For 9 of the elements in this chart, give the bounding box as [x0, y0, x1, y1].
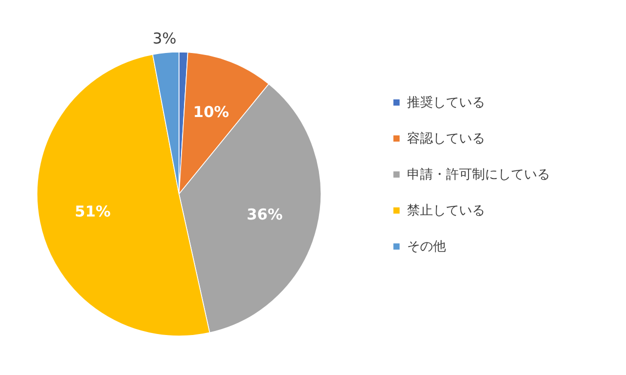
legend-label: その他 — [407, 240, 446, 254]
data-label: 10% — [193, 103, 230, 122]
data-label: 51% — [74, 202, 111, 221]
legend-label: 申請・許可制にしている — [407, 168, 550, 182]
data-label: 36% — [246, 205, 283, 224]
legend-label: 禁止している — [407, 204, 485, 218]
legend-label: 容認している — [407, 130, 485, 146]
data-label: 3% — [152, 30, 176, 48]
legend-label: 推奨している — [407, 96, 485, 110]
